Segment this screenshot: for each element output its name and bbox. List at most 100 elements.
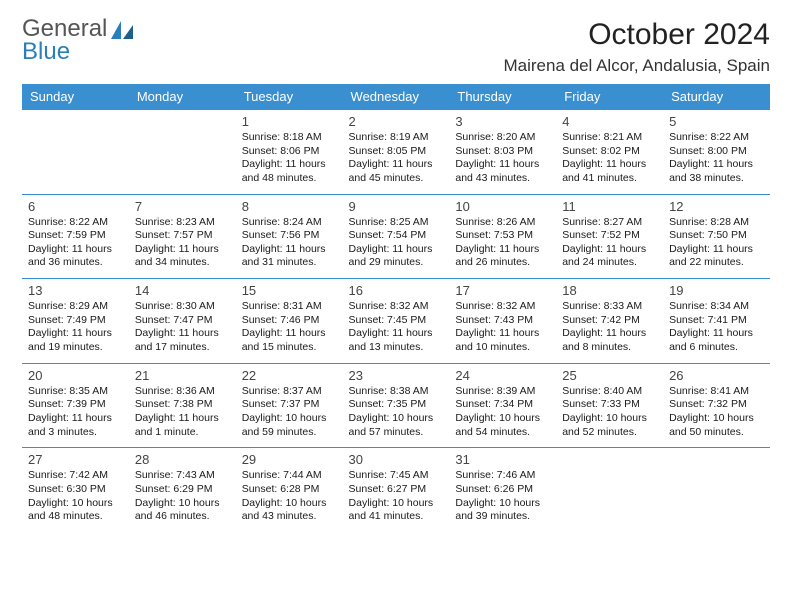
daylight-text: Daylight: 10 hours and 43 minutes. — [242, 497, 337, 524]
sunset-text: Sunset: 7:37 PM — [242, 398, 337, 412]
day-number: 8 — [242, 199, 337, 214]
day-number: 30 — [349, 452, 444, 467]
daylight-text: Daylight: 11 hours and 43 minutes. — [455, 158, 550, 185]
sunset-text: Sunset: 7:45 PM — [349, 314, 444, 328]
calendar-day-cell: 1Sunrise: 8:18 AMSunset: 8:06 PMDaylight… — [236, 110, 343, 195]
day-details: Sunrise: 8:35 AMSunset: 7:39 PMDaylight:… — [28, 385, 123, 440]
daylight-text: Daylight: 11 hours and 31 minutes. — [242, 243, 337, 270]
sunrise-text: Sunrise: 7:45 AM — [349, 469, 444, 483]
day-details: Sunrise: 7:44 AMSunset: 6:28 PMDaylight:… — [242, 469, 337, 524]
day-number: 2 — [349, 114, 444, 129]
calendar-day-cell: 12Sunrise: 8:28 AMSunset: 7:50 PMDayligh… — [663, 194, 770, 279]
sunset-text: Sunset: 7:39 PM — [28, 398, 123, 412]
day-number: 28 — [135, 452, 230, 467]
sunrise-text: Sunrise: 8:23 AM — [135, 216, 230, 230]
sunset-text: Sunset: 7:59 PM — [28, 229, 123, 243]
sunrise-text: Sunrise: 8:22 AM — [28, 216, 123, 230]
day-details: Sunrise: 7:46 AMSunset: 6:26 PMDaylight:… — [455, 469, 550, 524]
calendar-day-cell: 6Sunrise: 8:22 AMSunset: 7:59 PMDaylight… — [22, 194, 129, 279]
title-block: October 2024 Mairena del Alcor, Andalusi… — [503, 18, 770, 76]
sunset-text: Sunset: 6:29 PM — [135, 483, 230, 497]
daylight-text: Daylight: 11 hours and 22 minutes. — [669, 243, 764, 270]
day-details: Sunrise: 8:33 AMSunset: 7:42 PMDaylight:… — [562, 300, 657, 355]
sunrise-text: Sunrise: 8:30 AM — [135, 300, 230, 314]
day-number: 23 — [349, 368, 444, 383]
daylight-text: Daylight: 11 hours and 19 minutes. — [28, 327, 123, 354]
sunset-text: Sunset: 8:00 PM — [669, 145, 764, 159]
sunrise-text: Sunrise: 8:34 AM — [669, 300, 764, 314]
day-number: 4 — [562, 114, 657, 129]
day-number: 31 — [455, 452, 550, 467]
sunset-text: Sunset: 7:46 PM — [242, 314, 337, 328]
month-title: October 2024 — [503, 18, 770, 52]
daylight-text: Daylight: 11 hours and 3 minutes. — [28, 412, 123, 439]
sail-icon — [111, 21, 133, 46]
calendar-day-cell: 24Sunrise: 8:39 AMSunset: 7:34 PMDayligh… — [449, 363, 556, 448]
day-number: 26 — [669, 368, 764, 383]
calendar-day-cell: 19Sunrise: 8:34 AMSunset: 7:41 PMDayligh… — [663, 279, 770, 364]
day-details: Sunrise: 8:40 AMSunset: 7:33 PMDaylight:… — [562, 385, 657, 440]
sunrise-text: Sunrise: 8:38 AM — [349, 385, 444, 399]
sunrise-text: Sunrise: 8:35 AM — [28, 385, 123, 399]
sunrise-text: Sunrise: 8:36 AM — [135, 385, 230, 399]
sunset-text: Sunset: 7:43 PM — [455, 314, 550, 328]
calendar-day-cell: 14Sunrise: 8:30 AMSunset: 7:47 PMDayligh… — [129, 279, 236, 364]
sunrise-text: Sunrise: 7:46 AM — [455, 469, 550, 483]
daylight-text: Daylight: 11 hours and 34 minutes. — [135, 243, 230, 270]
daylight-text: Daylight: 11 hours and 8 minutes. — [562, 327, 657, 354]
calendar-day-cell: 13Sunrise: 8:29 AMSunset: 7:49 PMDayligh… — [22, 279, 129, 364]
day-number: 15 — [242, 283, 337, 298]
calendar-day-cell: 7 Sunrise: 8:23 AMSunset: 7:57 PMDaylight… — [129, 194, 236, 279]
day-number: 7 — [135, 199, 230, 214]
calendar-day-cell: 30Sunrise: 7:45 AMSunset: 6:27 PMDayligh… — [343, 448, 450, 532]
day-details: Sunrise: 8:39 AMSunset: 7:34 PMDaylight:… — [455, 385, 550, 440]
daylight-text: Daylight: 10 hours and 54 minutes. — [455, 412, 550, 439]
calendar-week-row: 6Sunrise: 8:22 AMSunset: 7:59 PMDaylight… — [22, 194, 770, 279]
sunrise-text: Sunrise: 8:29 AM — [28, 300, 123, 314]
weekday-header: Friday — [556, 84, 663, 110]
daylight-text: Daylight: 11 hours and 17 minutes. — [135, 327, 230, 354]
daylight-text: Daylight: 10 hours and 48 minutes. — [28, 497, 123, 524]
day-number: 17 — [455, 283, 550, 298]
sunset-text: Sunset: 7:32 PM — [669, 398, 764, 412]
calendar-header-row: SundayMondayTuesdayWednesdayThursdayFrid… — [22, 84, 770, 110]
weekday-header: Sunday — [22, 84, 129, 110]
day-details: Sunrise: 8:32 AMSunset: 7:45 PMDaylight:… — [349, 300, 444, 355]
day-details: Sunrise: 8:30 AMSunset: 7:47 PMDaylight:… — [135, 300, 230, 355]
daylight-text: Daylight: 10 hours and 57 minutes. — [349, 412, 444, 439]
daylight-text: Daylight: 11 hours and 36 minutes. — [28, 243, 123, 270]
sunrise-text: Sunrise: 8:25 AM — [349, 216, 444, 230]
calendar-day-cell: 10Sunrise: 8:26 AMSunset: 7:53 PMDayligh… — [449, 194, 556, 279]
day-details: Sunrise: 8:36 AMSunset: 7:38 PMDaylight:… — [135, 385, 230, 440]
sunset-text: Sunset: 7:52 PM — [562, 229, 657, 243]
sunrise-text: Sunrise: 8:27 AM — [562, 216, 657, 230]
day-details: Sunrise: 7:43 AMSunset: 6:29 PMDaylight:… — [135, 469, 230, 524]
sunset-text: Sunset: 7:34 PM — [455, 398, 550, 412]
calendar-day-cell: 2 Sunrise: 8:19 AMSunset: 8:05 PMDaylight… — [343, 110, 450, 195]
daylight-text: Daylight: 11 hours and 24 minutes. — [562, 243, 657, 270]
day-number: 22 — [242, 368, 337, 383]
day-details: Sunrise: 7:42 AMSunset: 6:30 PMDaylight:… — [28, 469, 123, 524]
day-details: Sunrise: 8:19 AMSunset: 8:05 PMDaylight:… — [349, 131, 444, 186]
day-number: 27 — [28, 452, 123, 467]
sunrise-text: Sunrise: 8:18 AM — [242, 131, 337, 145]
daylight-text: Daylight: 11 hours and 13 minutes. — [349, 327, 444, 354]
daylight-text: Daylight: 11 hours and 15 minutes. — [242, 327, 337, 354]
sunrise-text: Sunrise: 8:33 AM — [562, 300, 657, 314]
daylight-text: Daylight: 10 hours and 59 minutes. — [242, 412, 337, 439]
day-details: Sunrise: 8:23 AMSunset: 7:57 PMDaylight:… — [135, 216, 230, 271]
logo: General Blue — [22, 18, 133, 64]
logo-line2: Blue — [22, 41, 107, 64]
calendar-day-cell: 21Sunrise: 8:36 AMSunset: 7:38 PMDayligh… — [129, 363, 236, 448]
day-details: Sunrise: 8:20 AMSunset: 8:03 PMDaylight:… — [455, 131, 550, 186]
sunrise-text: Sunrise: 8:32 AM — [349, 300, 444, 314]
calendar-day-cell: 22Sunrise: 8:37 AMSunset: 7:37 PMDayligh… — [236, 363, 343, 448]
day-number: 9 — [349, 199, 444, 214]
day-number: 1 — [242, 114, 337, 129]
calendar-day-cell: 9Sunrise: 8:25 AMSunset: 7:54 PMDaylight… — [343, 194, 450, 279]
day-number: 11 — [562, 199, 657, 214]
header: General Blue October 2024 Mairena del Al… — [22, 18, 770, 76]
sunset-text: Sunset: 7:33 PM — [562, 398, 657, 412]
daylight-text: Daylight: 11 hours and 26 minutes. — [455, 243, 550, 270]
calendar-day-cell: 4Sunrise: 8:21 AMSunset: 8:02 PMDaylight… — [556, 110, 663, 195]
